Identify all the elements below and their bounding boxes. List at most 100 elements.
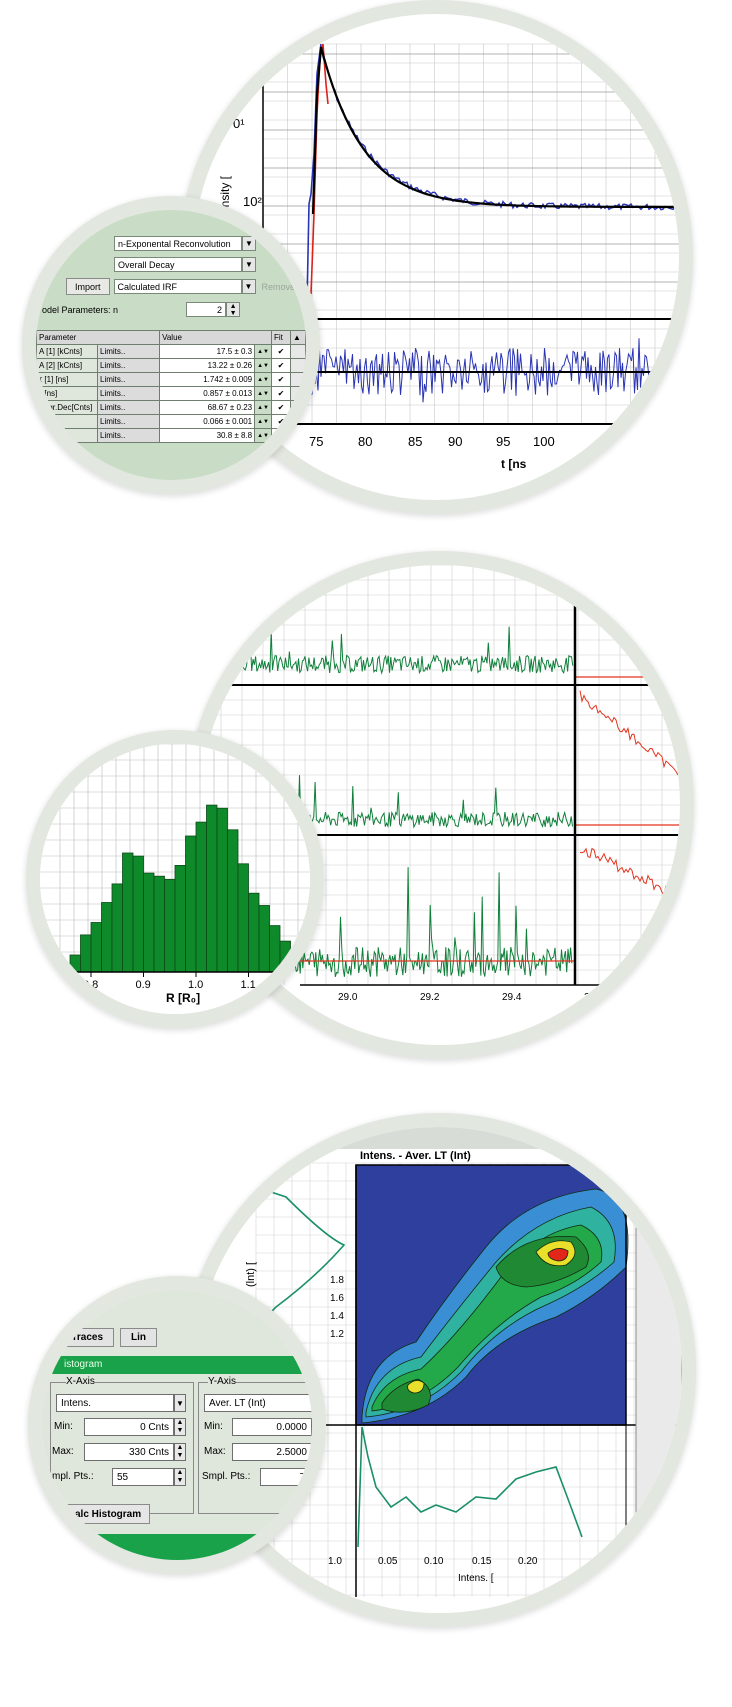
y-min-field[interactable]: 0.0000 [232, 1418, 312, 1436]
parameter-value[interactable]: 17.5 ± 0.3 [159, 344, 256, 359]
scrollbar[interactable] [290, 414, 306, 429]
scroll-up-icon[interactable]: ▲ [290, 330, 306, 345]
traces-x-tick: 29.4 [502, 992, 522, 1003]
scrollbar[interactable] [290, 358, 306, 373]
intensity-traces [239, 626, 680, 978]
limits-button[interactable]: Limits.. [96, 358, 161, 373]
parameter-value[interactable]: 0.857 ± 0.013 [159, 386, 256, 401]
x-max-field[interactable]: 330 Cnts [84, 1443, 174, 1461]
histogram-bar [174, 865, 186, 973]
import-button[interactable]: Import [66, 278, 110, 295]
parameter-value[interactable]: 68.67 ± 0.23 [159, 400, 256, 415]
red-trace [579, 847, 679, 897]
fit-checkbox[interactable]: ✔ [271, 400, 291, 415]
model-params-label: odel Parameters: n [42, 304, 119, 315]
parameter-name [36, 428, 98, 443]
scrollbar[interactable] [290, 400, 306, 415]
tab-traces[interactable]: e Traces [52, 1328, 115, 1347]
spinner-icon[interactable]: ▲▼ [254, 372, 272, 387]
remove-button[interactable]: Remove [261, 281, 296, 292]
limits-button[interactable]: Limits.. [96, 414, 161, 429]
green-trace [279, 775, 573, 829]
decay-plot: 0¹ 10² ensity [ 75 80 85 90 95 100 t [ns [218, 43, 679, 471]
contour-title: Intens. - Aver. LT (Int) [360, 1150, 471, 1162]
decay-dropdown[interactable]: Overall Decay [114, 257, 242, 272]
spinner-icon[interactable]: ▲▼ [254, 358, 272, 373]
contour-x-tick: 1.0 [328, 1556, 342, 1567]
chevron-down-icon[interactable]: ▼ [241, 279, 256, 294]
window-toolbar [196, 1127, 682, 1149]
irf-dropdown[interactable]: Calculated IRF [113, 279, 242, 294]
y-max-field[interactable]: 2.5000 [232, 1443, 312, 1461]
fit-checkbox[interactable]: ✔ [271, 372, 291, 387]
traces-grid [200, 565, 680, 985]
histogram-bar [185, 835, 197, 973]
histogram-bar [269, 925, 281, 973]
scrollbar[interactable] [290, 386, 306, 401]
histogram-bar [279, 940, 291, 973]
chevron-down-icon[interactable]: ▼ [174, 1394, 186, 1412]
spinner-icon[interactable]: ▲▼ [254, 428, 272, 443]
fit-trace [311, 46, 678, 215]
parameter-value[interactable]: 0.066 ± 0.001 [159, 414, 256, 429]
n-exponents-field[interactable]: 2 [186, 302, 227, 317]
data-trace [302, 43, 322, 315]
y-axis-group [198, 1382, 312, 1514]
calc-histogram-button[interactable]: alc Histogram [66, 1504, 151, 1524]
scrollbar[interactable] [290, 372, 306, 387]
spinner-icon[interactable]: ▲▼ [226, 302, 241, 317]
parameter-name: Bkgr.Dec[Cnts] [36, 400, 98, 415]
tab-other[interactable]: Lin [120, 1328, 158, 1347]
spinner-icon[interactable]: ▲▼ [254, 414, 272, 429]
y-axis-label: Y-Axis [208, 1376, 236, 1387]
parameter-value[interactable]: 13.22 ± 0.26 [159, 358, 256, 373]
x-channel-dropdown[interactable]: Intens. [56, 1394, 174, 1412]
histogram-settings-panel: e Traces Lin istogram X-Axis Y-Axis Inte… [42, 1290, 312, 1560]
x-projection [357, 1426, 583, 1548]
spinner-icon[interactable]: ▲▼ [174, 1468, 186, 1486]
scrollbar[interactable] [290, 344, 306, 359]
fit-checkbox[interactable]: ✔ [271, 428, 291, 443]
y-channel-dropdown[interactable]: Aver. LT (Int) [204, 1394, 312, 1412]
distance-histogram: 0.8 0.9 1.0 1.1 R [R₀] [40, 744, 310, 1014]
spinner-icon[interactable]: ▲▼ [254, 400, 272, 415]
scrollbar[interactable] [290, 428, 306, 443]
parameter-value[interactable]: 30.8 ± 8.8 [159, 428, 256, 443]
contour-y-tick: 1.8 [330, 1275, 344, 1286]
spinner-icon[interactable]: ▲▼ [254, 386, 272, 401]
parameter-name: τ [1] [ns] [36, 372, 98, 387]
y-smpl-field[interactable]: 7 [260, 1468, 310, 1486]
model-dropdown[interactable]: n-Exponental Reconvolution [114, 236, 242, 251]
spinner-icon[interactable]: ▲▼ [174, 1418, 186, 1436]
histogram-bar [69, 954, 81, 973]
parameter-name: A [2] [kCnts] [36, 358, 98, 373]
parameter-name: A [1] [kCnts] [36, 344, 98, 359]
contour-y-axis-label: (lnt) [ [245, 1262, 257, 1287]
decay-y-tick-top: 0¹ [233, 116, 245, 131]
histogram-x-tick: 0.9 [136, 979, 151, 991]
limits-button[interactable]: Limits.. [96, 400, 161, 415]
fit-checkbox[interactable]: ✔ [271, 414, 291, 429]
fit-checkbox[interactable]: ✔ [271, 386, 291, 401]
parameter-value[interactable]: 1.742 ± 0.009 [159, 372, 256, 387]
spinner-icon[interactable]: ▲▼ [254, 344, 272, 359]
limits-button[interactable]: Limits.. [96, 428, 161, 443]
contour-x-tick: 0.20 [518, 1556, 538, 1567]
decay-trace [302, 43, 678, 315]
x-min-field[interactable]: 0 Cnts [84, 1418, 174, 1436]
x-smpl-field[interactable]: 55 [112, 1468, 174, 1486]
chevron-down-icon[interactable]: ▼ [242, 236, 256, 251]
limits-button[interactable]: Limits.. [96, 386, 161, 401]
spinner-icon[interactable]: ▲▼ [174, 1443, 186, 1461]
decay-x-tick: 90 [448, 434, 462, 449]
histogram-bar [258, 905, 270, 973]
histogram-bar [90, 922, 102, 973]
fit-checkbox[interactable]: ✔ [271, 344, 291, 359]
limits-button[interactable]: Limits.. [96, 372, 161, 387]
chevron-down-icon[interactable]: ▼ [242, 257, 256, 272]
parameter-table: Parameter Value Fit ▲ A [1] [kCnts] Limit… [36, 330, 306, 443]
parameter-row: τ [1] [ns] Limits.. 1.742 ± 0.009 ▲▼ ✔ [36, 372, 306, 387]
limits-button[interactable]: Limits.. [96, 344, 161, 359]
histogram-x-tick: 1.0 [188, 979, 203, 991]
fit-checkbox[interactable]: ✔ [271, 358, 291, 373]
